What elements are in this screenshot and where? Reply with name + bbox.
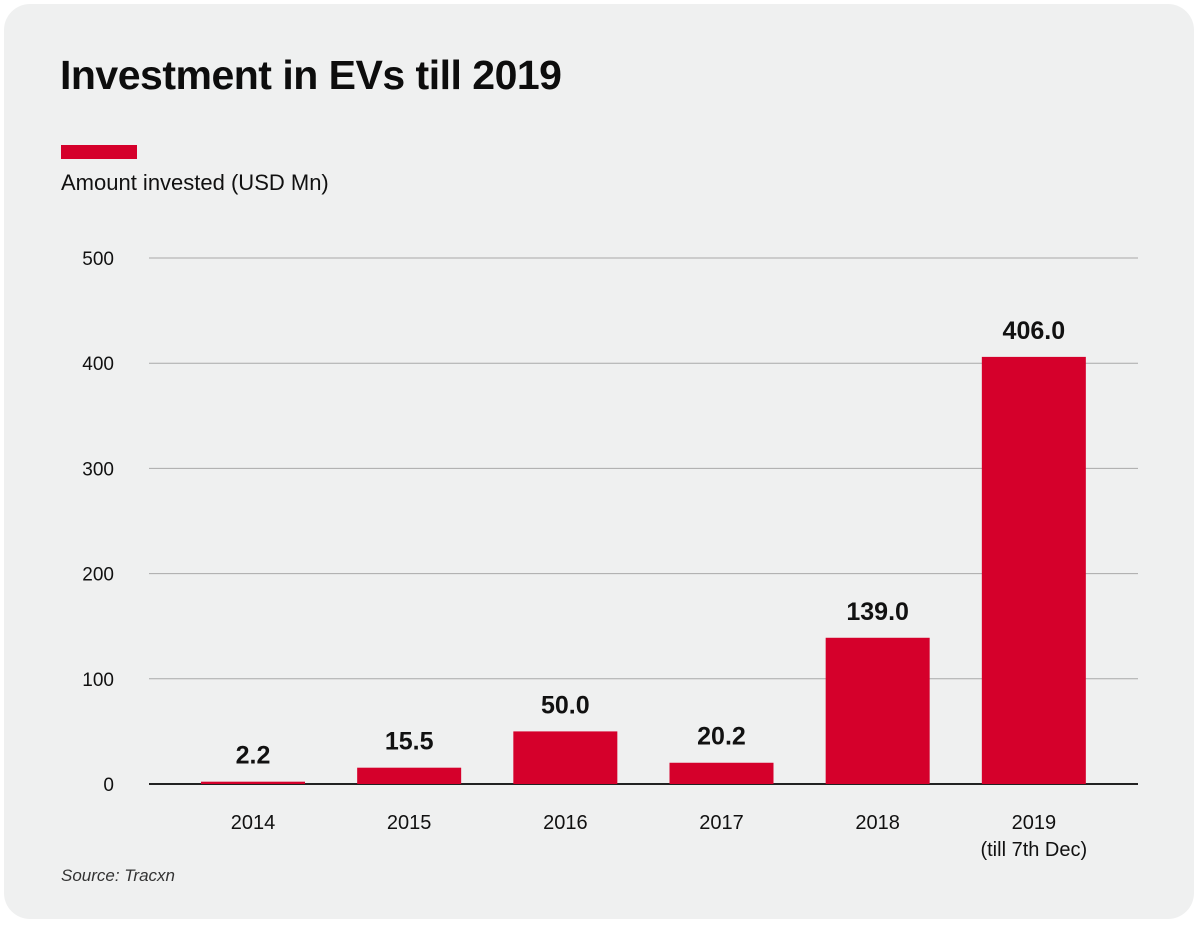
legend-label: Amount invested (USD Mn) — [61, 170, 329, 195]
bar-2017 — [669, 762, 774, 784]
y-tick-label: 200 — [82, 565, 114, 586]
source-note: Source: Tracxn — [61, 866, 176, 885]
y-axis-ticks: 0 100 200 300 400 500 — [82, 249, 114, 796]
data-labels: 2.2 15.5 50.0 20.2 139.0 406.0 — [236, 317, 1065, 770]
x-tick-label-2019: 2019 — [1012, 812, 1057, 834]
legend-swatch — [61, 145, 137, 159]
y-tick-label: 500 — [82, 249, 114, 270]
data-label-2014: 2.2 — [236, 742, 271, 770]
y-tick-label: 100 — [82, 670, 114, 691]
x-tick-sublabel-2019: (till 7th Dec) — [980, 839, 1087, 861]
x-tick-label-2014: 2014 — [231, 812, 276, 834]
data-label-2016: 50.0 — [541, 691, 590, 719]
grid-lines — [149, 257, 1138, 785]
x-tick-label-2015: 2015 — [387, 812, 432, 834]
x-tick-label-2018: 2018 — [855, 812, 900, 834]
data-label-2018: 139.0 — [846, 598, 909, 626]
data-label-2017: 20.2 — [697, 723, 746, 751]
data-label-2019: 406.0 — [1003, 317, 1066, 345]
bar-2019 — [981, 356, 1086, 784]
bar-2014 — [201, 781, 305, 784]
bars — [201, 356, 1086, 784]
x-tick-label-2017: 2017 — [699, 812, 744, 834]
bar-2018 — [825, 637, 930, 784]
chart-title: Investment in EVs till 2019 — [60, 52, 562, 98]
y-tick-label: 0 — [103, 775, 114, 796]
data-label-2015: 15.5 — [385, 728, 434, 756]
bar-2015 — [357, 767, 462, 784]
x-axis-ticks: 2014 2015 2016 2017 2018 2019 (till 7th Dec) — [231, 812, 1087, 861]
x-tick-label-2016: 2016 — [543, 812, 588, 834]
y-tick-label: 300 — [82, 459, 114, 480]
bar-2016 — [513, 731, 618, 784]
y-tick-label: 400 — [82, 354, 114, 375]
